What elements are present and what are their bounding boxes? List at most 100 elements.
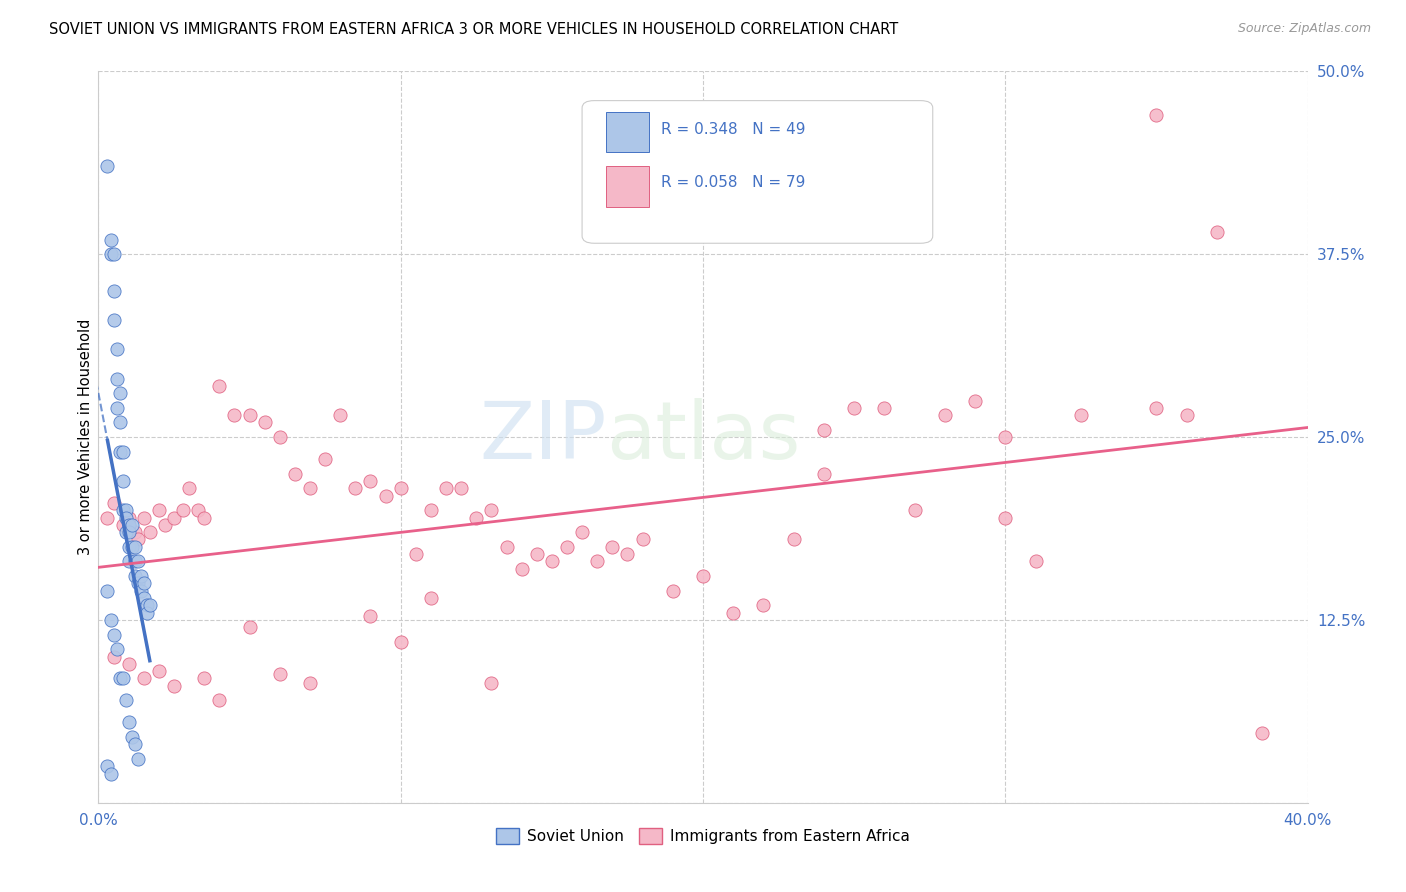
Point: [108, 416, 131, 430]
Point: [139, 599, 162, 613]
Point: [540, 554, 562, 568]
Point: [344, 481, 367, 495]
Point: [661, 583, 683, 598]
FancyBboxPatch shape: [606, 167, 648, 207]
Point: [163, 510, 186, 524]
Point: [132, 591, 155, 605]
Point: [813, 423, 835, 437]
Point: [420, 503, 443, 517]
Point: [299, 676, 322, 690]
Point: [752, 599, 775, 613]
Point: [405, 547, 427, 561]
Point: [692, 569, 714, 583]
Point: [100, 766, 122, 780]
Point: [239, 408, 262, 422]
Text: SOVIET UNION VS IMMIGRANTS FROM EASTERN AFRICA 3 OR MORE VEHICLES IN HOUSEHOLD C: SOVIET UNION VS IMMIGRANTS FROM EASTERN …: [49, 22, 898, 37]
Point: [1144, 401, 1167, 415]
FancyBboxPatch shape: [606, 112, 648, 152]
Point: [374, 489, 396, 503]
FancyBboxPatch shape: [582, 101, 932, 244]
Point: [111, 444, 134, 458]
Point: [631, 533, 654, 547]
Point: [314, 452, 336, 467]
Point: [965, 393, 987, 408]
Point: [481, 676, 503, 690]
Point: [111, 672, 134, 686]
Point: [389, 635, 412, 649]
Point: [602, 540, 624, 554]
Point: [124, 525, 146, 540]
Point: [100, 233, 122, 247]
Point: [172, 503, 194, 517]
Point: [129, 583, 152, 598]
Point: [873, 401, 896, 415]
Point: [208, 693, 231, 707]
Point: [783, 533, 806, 547]
Point: [111, 503, 134, 517]
Point: [118, 510, 141, 524]
Point: [118, 715, 141, 730]
Point: [813, 467, 835, 481]
Point: [934, 408, 956, 422]
Point: [239, 620, 262, 634]
Point: [1206, 225, 1229, 239]
Point: [135, 599, 157, 613]
Text: ZIP: ZIP: [479, 398, 606, 476]
Point: [114, 525, 136, 540]
Point: [132, 672, 155, 686]
Point: [127, 576, 149, 591]
Point: [571, 525, 593, 540]
Point: [179, 481, 201, 495]
Point: [103, 313, 125, 327]
Point: [253, 416, 276, 430]
Point: [723, 606, 745, 620]
Point: [187, 503, 209, 517]
Point: [121, 540, 143, 554]
Point: [108, 444, 131, 458]
Point: [329, 408, 352, 422]
Point: [105, 642, 128, 657]
Point: [111, 517, 134, 532]
Point: [127, 554, 149, 568]
Point: [193, 510, 215, 524]
Y-axis label: 3 or more Vehicles in Household: 3 or more Vehicles in Household: [77, 319, 93, 555]
Point: [114, 693, 136, 707]
Text: Source: ZipAtlas.com: Source: ZipAtlas.com: [1237, 22, 1371, 36]
Point: [153, 517, 176, 532]
Point: [450, 481, 472, 495]
Point: [163, 679, 186, 693]
Point: [132, 510, 155, 524]
Point: [121, 730, 143, 744]
Point: [108, 672, 131, 686]
Point: [114, 510, 136, 524]
Point: [389, 481, 412, 495]
Point: [103, 649, 125, 664]
Point: [284, 467, 307, 481]
Point: [360, 608, 382, 623]
Legend: Soviet Union, Immigrants from Eastern Africa: Soviet Union, Immigrants from Eastern Af…: [491, 822, 915, 850]
Point: [1144, 108, 1167, 122]
Point: [269, 430, 291, 444]
Point: [105, 343, 128, 357]
Point: [994, 430, 1017, 444]
Point: [124, 554, 146, 568]
Point: [96, 759, 118, 773]
Point: [465, 510, 488, 524]
Point: [135, 606, 157, 620]
Point: [360, 474, 382, 488]
Text: atlas: atlas: [606, 398, 800, 476]
Point: [481, 503, 503, 517]
Point: [96, 583, 118, 598]
Point: [139, 525, 162, 540]
Point: [148, 503, 170, 517]
Point: [103, 284, 125, 298]
Point: [100, 247, 122, 261]
Point: [127, 533, 149, 547]
Point: [124, 569, 146, 583]
Text: R = 0.058   N = 79: R = 0.058 N = 79: [661, 175, 806, 190]
Point: [114, 503, 136, 517]
Point: [616, 547, 638, 561]
Point: [100, 613, 122, 627]
Point: [118, 554, 141, 568]
Point: [105, 401, 128, 415]
